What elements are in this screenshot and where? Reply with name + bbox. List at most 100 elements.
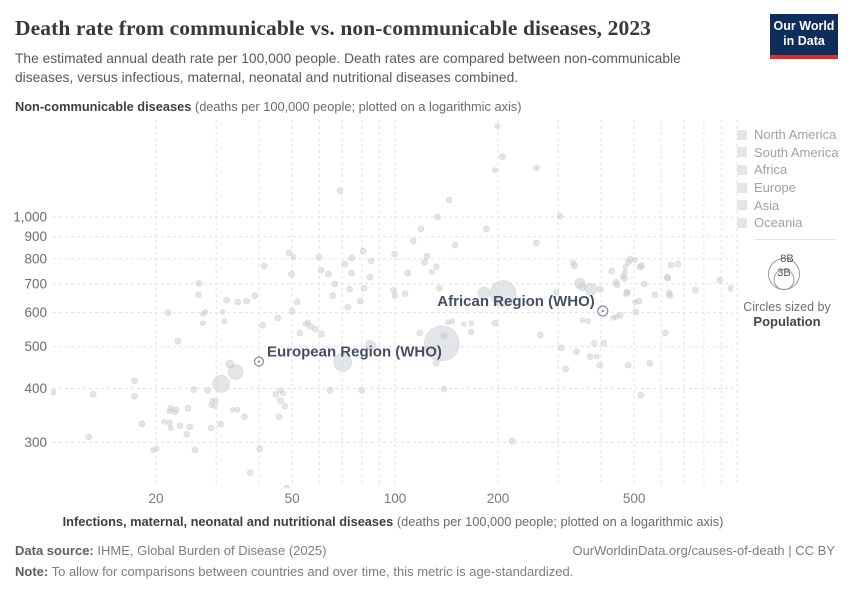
data-point[interactable] xyxy=(312,325,319,333)
data-point[interactable] xyxy=(219,309,226,315)
data-point[interactable] xyxy=(623,290,630,297)
data-point[interactable] xyxy=(183,431,191,438)
data-point[interactable] xyxy=(492,167,498,173)
data-point[interactable] xyxy=(651,291,659,299)
data-point[interactable] xyxy=(357,297,364,305)
data-point[interactable] xyxy=(468,320,475,327)
data-point[interactable] xyxy=(277,397,284,404)
data-point[interactable] xyxy=(221,318,228,325)
data-point[interactable] xyxy=(537,331,544,339)
data-point[interactable] xyxy=(217,420,224,428)
data-point[interactable] xyxy=(499,153,506,161)
data-point[interactable] xyxy=(637,391,645,399)
data-point[interactable] xyxy=(440,385,448,393)
data-point[interactable] xyxy=(365,339,376,351)
legend-item-asia[interactable]: Asia xyxy=(737,196,845,214)
data-point[interactable] xyxy=(508,437,516,445)
data-point[interactable] xyxy=(195,279,203,287)
data-point[interactable] xyxy=(596,285,604,293)
data-point[interactable] xyxy=(489,280,517,307)
legend-item-africa[interactable]: Africa xyxy=(737,161,845,179)
owid-url-link[interactable]: OurWorldinData.org/causes-of-death | CC … xyxy=(572,543,835,558)
data-point[interactable] xyxy=(344,303,352,311)
data-point[interactable] xyxy=(358,387,366,394)
data-point[interactable] xyxy=(577,282,587,292)
data-point[interactable] xyxy=(251,292,259,299)
data-point[interactable] xyxy=(225,359,235,369)
data-point[interactable] xyxy=(432,263,440,271)
data-point[interactable] xyxy=(593,353,600,360)
data-point[interactable] xyxy=(461,321,467,328)
data-point[interactable] xyxy=(727,285,734,292)
data-point[interactable] xyxy=(434,213,441,221)
data-point[interactable] xyxy=(632,299,638,306)
data-point[interactable] xyxy=(223,296,231,304)
data-point[interactable] xyxy=(552,288,560,296)
data-point[interactable] xyxy=(348,269,356,277)
data-point[interactable] xyxy=(274,314,282,322)
data-point[interactable] xyxy=(166,408,173,415)
data-point[interactable] xyxy=(423,325,460,362)
data-point[interactable] xyxy=(348,254,356,262)
data-point[interactable] xyxy=(636,263,644,271)
data-point[interactable] xyxy=(275,413,283,421)
data-point[interactable] xyxy=(449,318,456,325)
data-point[interactable] xyxy=(391,250,398,258)
data-point[interactable] xyxy=(209,397,216,404)
data-point[interactable] xyxy=(184,404,192,412)
data-point[interactable] xyxy=(613,314,619,320)
legend-item-south-america[interactable]: South America xyxy=(737,144,845,162)
data-point[interactable] xyxy=(318,330,325,338)
data-point[interactable] xyxy=(171,409,178,416)
data-point[interactable] xyxy=(451,241,459,249)
data-point[interactable] xyxy=(326,387,334,394)
data-point[interactable] xyxy=(436,285,443,292)
data-point[interactable] xyxy=(632,257,638,263)
data-point[interactable] xyxy=(191,446,199,454)
data-point[interactable] xyxy=(491,319,499,327)
data-point[interactable] xyxy=(445,196,453,204)
data-point[interactable] xyxy=(483,225,490,233)
data-point[interactable] xyxy=(579,317,586,324)
data-point[interactable] xyxy=(477,286,491,300)
data-point[interactable] xyxy=(366,273,374,281)
data-point[interactable] xyxy=(416,329,423,337)
data-point[interactable] xyxy=(190,386,198,393)
data-point[interactable] xyxy=(336,187,344,195)
data-point[interactable] xyxy=(661,329,669,337)
annotation-european-region-who-[interactable]: European Region (WHO) xyxy=(253,344,442,367)
annotation-african-region-who-[interactable]: African Region (WHO) xyxy=(437,293,609,317)
data-point[interactable] xyxy=(556,212,564,220)
data-point[interactable] xyxy=(428,269,435,275)
data-point[interactable] xyxy=(241,413,248,421)
data-point[interactable] xyxy=(573,348,580,356)
data-point[interactable] xyxy=(153,445,160,452)
data-point[interactable] xyxy=(404,269,412,277)
data-point[interactable] xyxy=(666,292,674,299)
data-point[interactable] xyxy=(494,123,501,129)
data-point[interactable] xyxy=(432,359,440,367)
legend-item-europe[interactable]: Europe xyxy=(737,179,845,197)
data-point[interactable] xyxy=(586,353,594,361)
data-point[interactable] xyxy=(401,290,409,297)
data-point[interactable] xyxy=(591,340,598,347)
data-point[interactable] xyxy=(571,262,578,270)
data-point[interactable] xyxy=(613,281,621,289)
data-point[interactable] xyxy=(622,264,629,270)
data-point[interactable] xyxy=(324,270,332,278)
data-point[interactable] xyxy=(202,309,209,315)
data-point[interactable] xyxy=(256,445,264,453)
data-point[interactable] xyxy=(317,266,325,274)
data-point[interactable] xyxy=(186,423,194,431)
data-point[interactable] xyxy=(195,291,202,299)
data-point[interactable] xyxy=(624,361,632,369)
data-point[interactable] xyxy=(176,422,184,430)
data-point[interactable] xyxy=(417,225,425,233)
data-point[interactable] xyxy=(674,260,682,268)
data-point[interactable] xyxy=(667,261,675,269)
data-point[interactable] xyxy=(440,332,448,340)
data-point[interactable] xyxy=(293,298,301,306)
data-point[interactable] xyxy=(204,387,211,394)
data-point[interactable] xyxy=(691,286,699,294)
legend-item-oceania[interactable]: Oceania xyxy=(737,214,845,232)
